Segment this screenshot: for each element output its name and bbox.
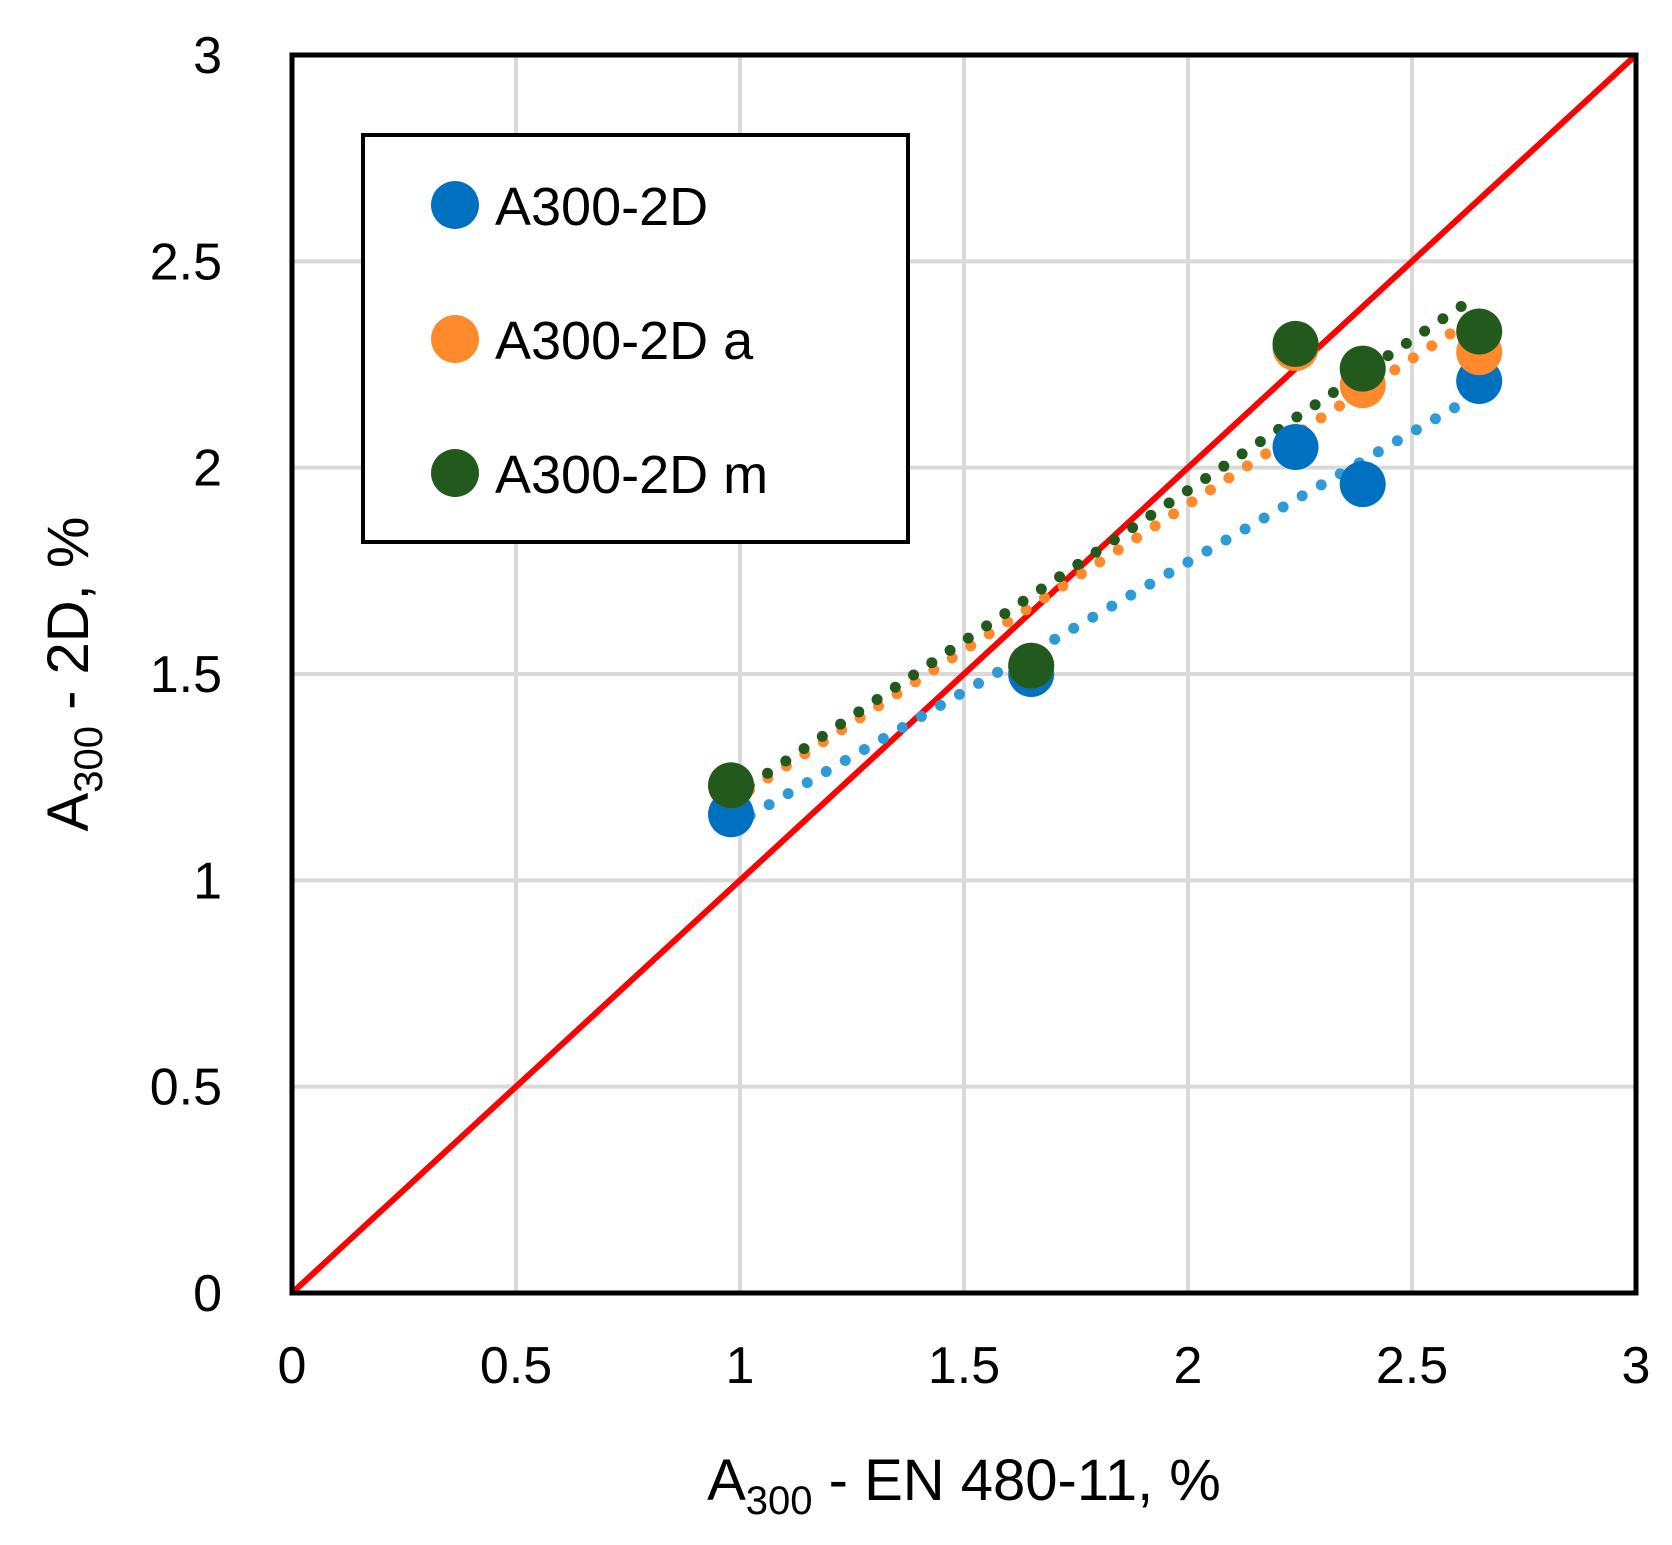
y-tick-label: 1 bbox=[193, 852, 222, 910]
y-axis-title-base: A bbox=[36, 792, 101, 831]
point-a300-2d bbox=[1272, 424, 1319, 471]
reference-line-layer bbox=[289, 52, 1639, 1296]
y-tick-label: 1.5 bbox=[150, 646, 222, 704]
y-tick-labels: 0 0.5 1 1.5 2 2.5 3 bbox=[150, 27, 222, 1323]
legend-label-a300-2d: A300-2D bbox=[495, 177, 708, 237]
x-axis-title: A300 - EN 480-11, % bbox=[707, 1448, 1221, 1523]
legend-marker-a300-2d-m bbox=[431, 449, 479, 497]
x-tick-label: 2.5 bbox=[1376, 1337, 1448, 1395]
x-tick-labels: 0 0.5 1 1.5 2 2.5 3 bbox=[278, 1337, 1651, 1395]
legend-marker-a300-2d bbox=[431, 181, 479, 229]
y-tick-label: 0 bbox=[193, 1265, 222, 1323]
legend: A300-2D A300-2D a A300-2D m bbox=[361, 133, 910, 544]
x-axis-title-rest: - EN 480-11, % bbox=[813, 1448, 1221, 1513]
y-axis-title-subscript: 300 bbox=[67, 726, 111, 793]
x-tick-label: 2 bbox=[1174, 1337, 1203, 1395]
y-tick-label: 2 bbox=[193, 440, 222, 498]
point-a300-2d-m bbox=[708, 762, 755, 809]
legend-label-a300-2d-a: A300-2D a bbox=[495, 311, 754, 371]
data-points bbox=[708, 308, 1503, 838]
x-axis-title-subscript: 300 bbox=[746, 1479, 813, 1523]
x-tick-label: 0.5 bbox=[480, 1337, 552, 1395]
y-axis-title-rest: - 2D, % bbox=[36, 517, 101, 727]
x-tick-label: 1.5 bbox=[928, 1337, 1000, 1395]
y-tick-label: 2.5 bbox=[150, 233, 222, 291]
y-tick-label: 3 bbox=[193, 27, 222, 85]
y-tick-label: 0.5 bbox=[150, 1059, 222, 1117]
point-a300-2d-m bbox=[1456, 308, 1503, 355]
x-axis-title-base: A bbox=[707, 1448, 746, 1513]
x-tick-label: 0 bbox=[278, 1337, 307, 1395]
legend-marker-a300-2d-a bbox=[431, 315, 479, 363]
y-axis-title: A300 - 2D, % bbox=[36, 517, 111, 832]
point-a300-2d bbox=[1339, 461, 1386, 508]
x-tick-label: 3 bbox=[1622, 1337, 1651, 1395]
legend-label-a300-2d-m: A300-2D m bbox=[495, 445, 768, 505]
x-tick-label: 1 bbox=[726, 1337, 755, 1395]
point-a300-2d-m bbox=[1339, 345, 1386, 392]
point-a300-2d-m bbox=[1272, 320, 1319, 367]
reference-line-y-equals-x bbox=[289, 52, 1639, 1296]
point-a300-2d-m bbox=[1008, 642, 1055, 689]
plot-frame bbox=[289, 52, 1639, 1296]
